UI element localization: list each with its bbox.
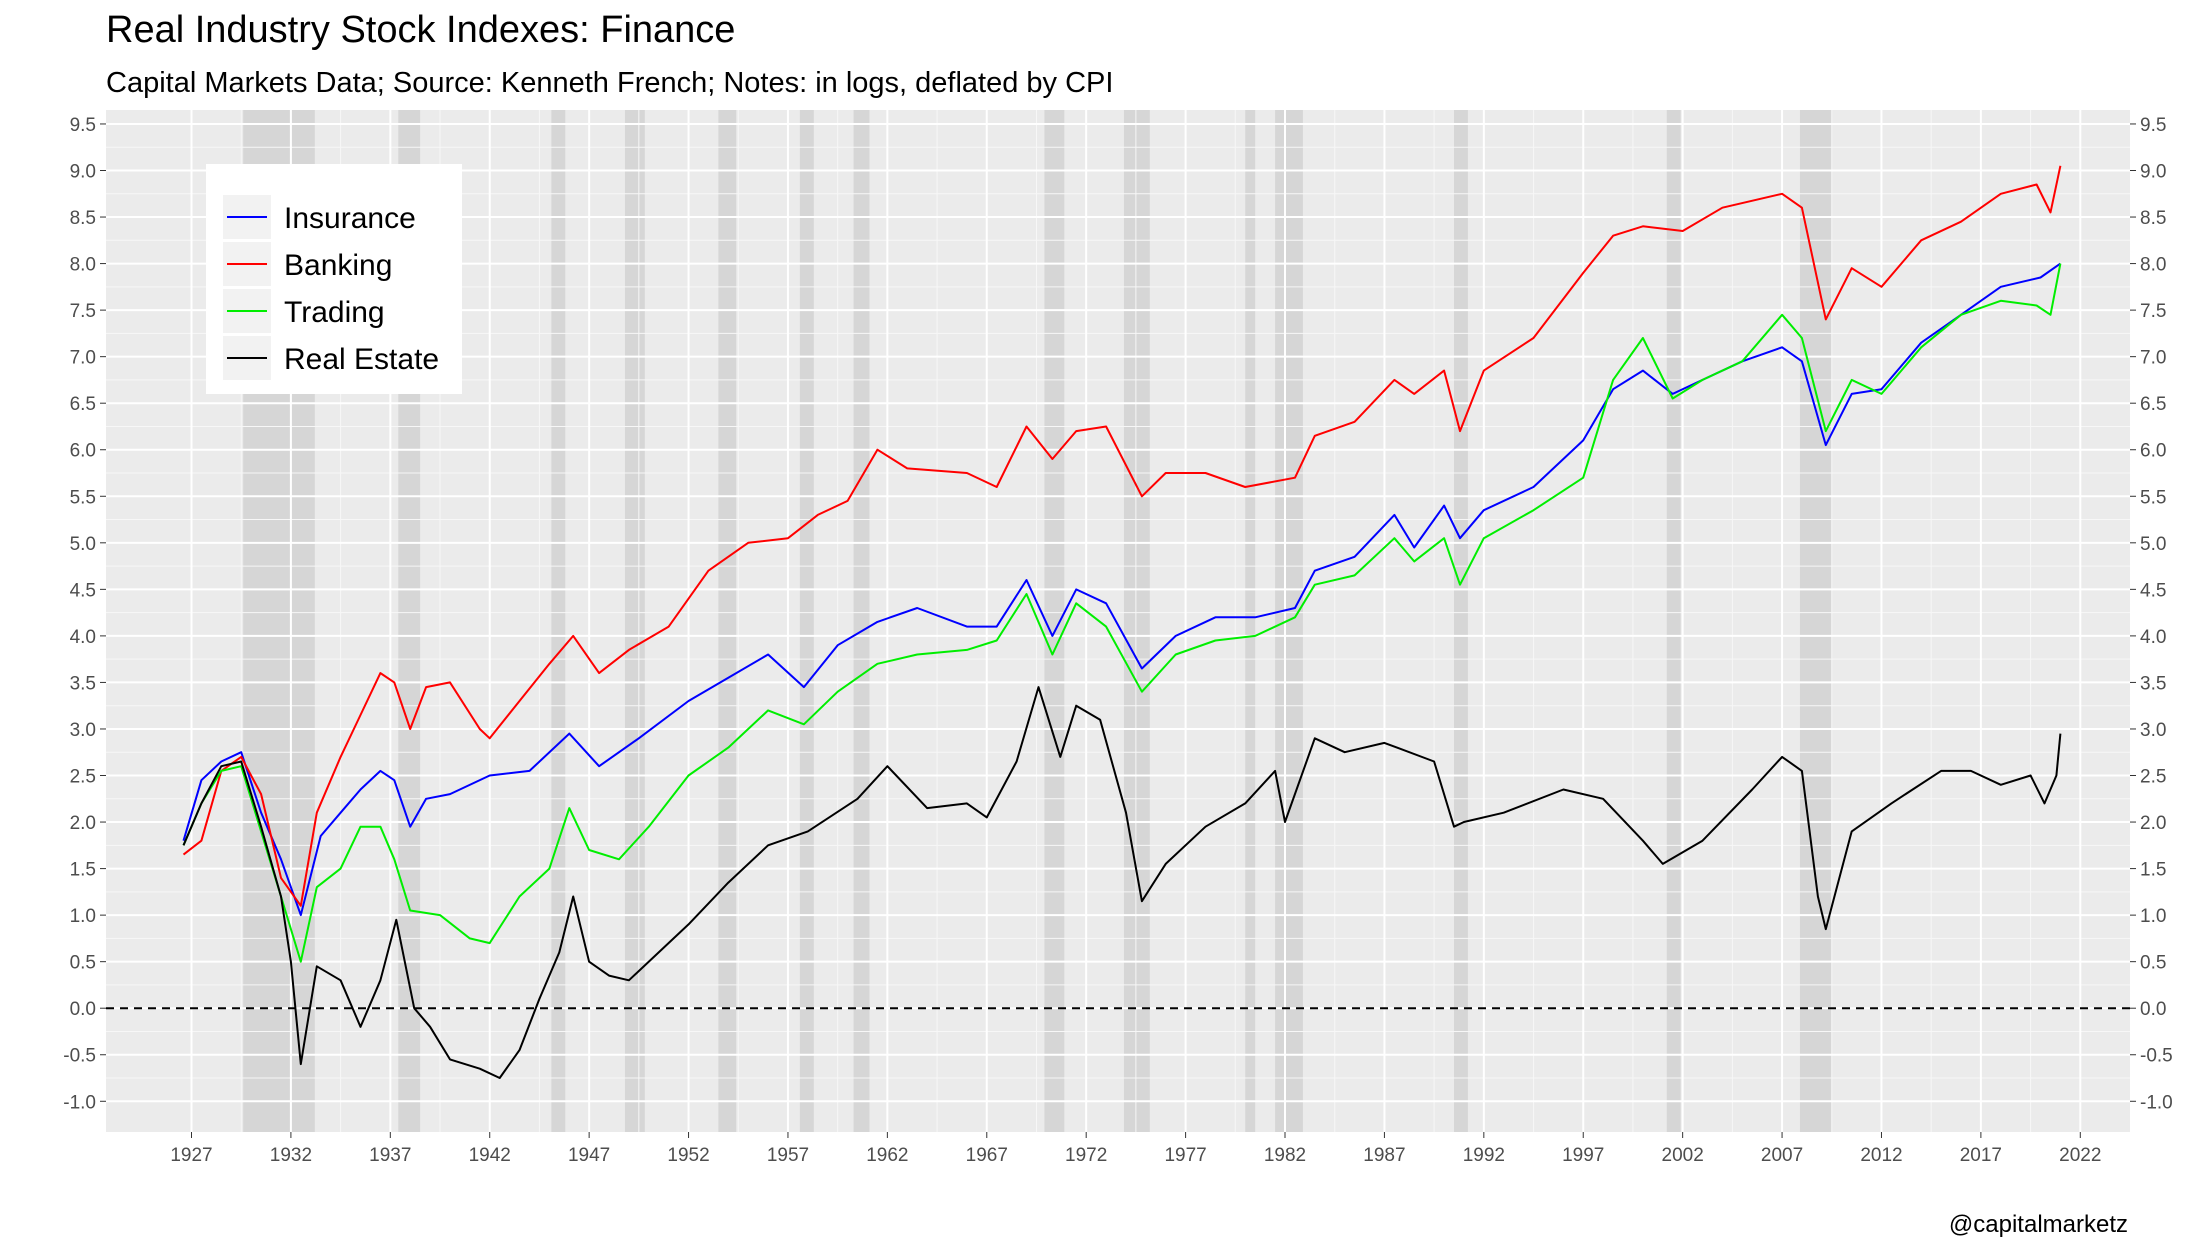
x-tick-label: 1947 <box>568 1145 610 1166</box>
y-tick-label: -0.5 <box>2140 1046 2173 1067</box>
y-tick-label: 0.5 <box>70 953 96 974</box>
series-line-trading <box>182 263 2062 963</box>
y-tick-label: 3.5 <box>2140 673 2166 694</box>
x-tick-label: 1937 <box>369 1145 411 1166</box>
y-tick-label: 3.5 <box>70 673 96 694</box>
y-tick-label: 0.0 <box>70 999 96 1020</box>
x-tick-label: 1997 <box>1562 1145 1604 1166</box>
series-line-real-estate <box>182 686 2062 1079</box>
credit-text: @capitalmarketz <box>1949 1211 2128 1238</box>
x-tick-label: 1952 <box>667 1145 709 1166</box>
y-tick-label: 9.0 <box>2140 162 2166 183</box>
x-tick-label: 1977 <box>1164 1145 1206 1166</box>
chart-subtitle: Capital Markets Data; Source: Kenneth Fr… <box>106 67 1113 99</box>
y-tick-label: -0.5 <box>63 1046 96 1067</box>
y-tick-label: -1.0 <box>63 1092 96 1113</box>
x-tick-label: 1972 <box>1065 1145 1107 1166</box>
y-tick-label: 5.0 <box>2140 534 2166 555</box>
y-tick-label: -1.0 <box>2140 1092 2173 1113</box>
x-tick-label: 2017 <box>1960 1145 2002 1166</box>
y-tick-label: 0.0 <box>2140 999 2166 1020</box>
recession-band <box>1044 110 1065 1132</box>
recession-band <box>1245 110 1256 1132</box>
x-tick-label: 1927 <box>170 1145 212 1166</box>
y-tick-label: 1.0 <box>2140 906 2166 927</box>
y-tick-label: 4.0 <box>70 627 96 648</box>
legend-label: Insurance <box>284 202 416 235</box>
y-tick-label: 8.0 <box>70 255 96 276</box>
series-line-banking <box>182 165 2062 907</box>
x-tick-label: 2002 <box>1662 1145 1704 1166</box>
recession-band <box>624 110 645 1132</box>
y-tick-label: 0.5 <box>2140 953 2166 974</box>
y-tick-label: 8.5 <box>2140 208 2166 229</box>
x-tick-label: 1932 <box>270 1145 312 1166</box>
y-tick-label: 9.5 <box>70 115 96 136</box>
y-axis-right: -1.0 -0.5 0.0 0.5 1.0 1.5 2.0 2.5 3.0 3.5 4.0 4.5 5.… <box>2130 115 2173 1113</box>
y-tick-label: 5.0 <box>70 534 96 555</box>
y-tick-label: 7.5 <box>2140 301 2166 322</box>
y-tick-label: 6.5 <box>2140 394 2166 415</box>
y-tick-label: 9.0 <box>70 162 96 183</box>
y-tick-label: 1.0 <box>70 906 96 927</box>
series-lines <box>182 165 2062 1079</box>
y-tick-label: 2.5 <box>70 767 96 788</box>
recession-band <box>799 110 814 1132</box>
x-axis: 1927 1932 1937 1942 1947 1952 1957 1962 1967 1972… <box>170 1132 2101 1166</box>
y-tick-label: 1.5 <box>2140 860 2166 881</box>
y-tick-label: 7.5 <box>70 301 96 322</box>
recession-band <box>718 110 737 1132</box>
y-tick-label: 6.0 <box>2140 441 2166 462</box>
y-tick-label: 4.5 <box>70 580 96 601</box>
y-tick-label: 6.5 <box>70 394 96 415</box>
y-tick-label: 8.0 <box>2140 255 2166 276</box>
chart-title: Real Industry Stock Indexes: Finance <box>106 9 735 51</box>
x-tick-label: 2007 <box>1761 1145 1803 1166</box>
legend-label: Real Estate <box>284 343 439 376</box>
y-tick-label: 8.5 <box>70 208 96 229</box>
legend-label: Trading <box>284 296 385 329</box>
y-tick-label: 4.5 <box>2140 580 2166 601</box>
recession-band <box>1666 110 1681 1132</box>
x-tick-label: 1967 <box>966 1145 1008 1166</box>
y-tick-label: 2.0 <box>70 813 96 834</box>
recession-band <box>853 110 870 1132</box>
x-tick-label: 1962 <box>866 1145 908 1166</box>
y-tick-label: 3.0 <box>70 720 96 741</box>
y-tick-label: 2.0 <box>2140 813 2166 834</box>
x-tick-label: 2012 <box>1860 1145 1902 1166</box>
y-tick-label: 6.0 <box>70 441 96 462</box>
legend-label: Banking <box>284 249 392 282</box>
recession-band <box>551 110 566 1132</box>
y-tick-label: 5.5 <box>70 487 96 508</box>
x-tick-label: 1992 <box>1463 1145 1505 1166</box>
y-tick-label: 7.0 <box>2140 348 2166 369</box>
y-tick-label: 1.5 <box>70 860 96 881</box>
x-tick-label: 1987 <box>1363 1145 1405 1166</box>
y-tick-label: 9.5 <box>2140 115 2166 136</box>
legend: Insurance Banking Trading Real Estate <box>206 164 462 394</box>
x-tick-label: 1957 <box>767 1145 809 1166</box>
x-tick-label: 1942 <box>469 1145 511 1166</box>
y-tick-label: 7.0 <box>70 348 96 369</box>
y-tick-label: 5.5 <box>2140 487 2166 508</box>
x-tick-label: 2022 <box>2059 1145 2101 1166</box>
x-tick-label: 1982 <box>1264 1145 1306 1166</box>
y-tick-label: 2.5 <box>2140 767 2166 788</box>
y-tick-label: 4.0 <box>2140 627 2166 648</box>
recession-band <box>1454 110 1468 1132</box>
y-axis-left: -1.0 -0.5 0.0 0.5 1.0 1.5 2.0 2.5 3.0 3.5 4.0 4.5 5.… <box>63 115 106 1113</box>
y-tick-label: 3.0 <box>2140 720 2166 741</box>
